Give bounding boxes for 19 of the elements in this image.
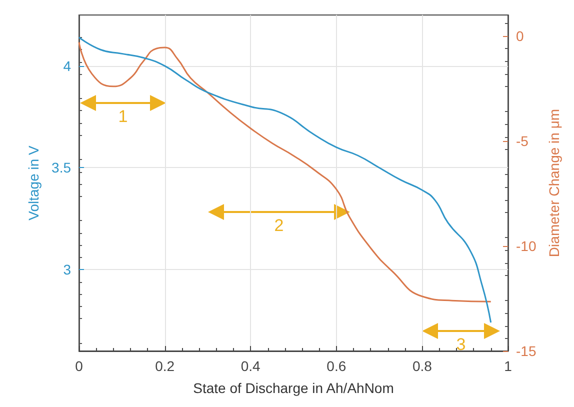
x-tick-label: 0.6: [326, 358, 346, 374]
y-tick-label: 4: [63, 58, 72, 74]
x-tick-label: 0.4: [240, 358, 261, 374]
x-tick-label: 0: [75, 358, 84, 374]
annotation: 2: [274, 216, 284, 235]
y-tick-label: 3: [63, 262, 72, 278]
x-tick-label: 0.2: [155, 358, 175, 374]
x-axis-title: State of Discharge in Ah/AhNom: [193, 380, 394, 396]
y2-tick-label: -15: [516, 343, 536, 359]
y2-tick-label: -10: [516, 238, 536, 254]
y-tick-label: 3.5: [52, 160, 72, 176]
x-tick-label: 0.8: [412, 358, 432, 374]
y-axis-title: Voltage in V: [26, 144, 42, 220]
y2-tick-label: 0: [516, 28, 524, 44]
y2-tick-label: -5: [516, 133, 529, 149]
annotation: 1: [118, 107, 128, 126]
x-tick-label: 1: [504, 358, 512, 374]
y2-axis-title: Diameter Change in μm: [546, 108, 562, 258]
annotation: 3: [456, 335, 466, 354]
